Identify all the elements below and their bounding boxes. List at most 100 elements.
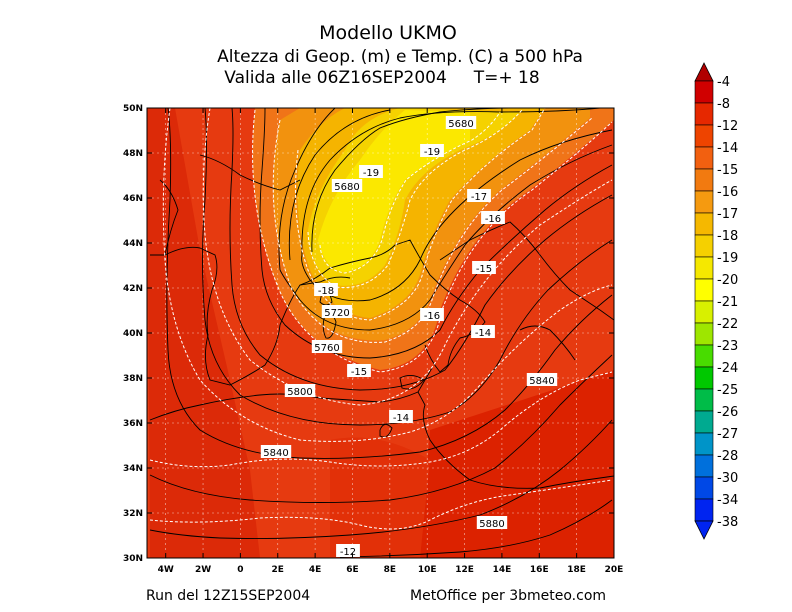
temperature-label: -14 <box>471 325 495 339</box>
temperature-label: -15 <box>472 261 496 275</box>
svg-text:5840: 5840 <box>529 376 554 387</box>
colorbar-swatch <box>694 300 714 324</box>
colorbar-label: -23 <box>717 339 738 354</box>
lat-tick-label: 36N <box>123 419 143 429</box>
temperature-label: -19 <box>359 165 383 179</box>
colorbar-label: -20 <box>717 273 738 288</box>
temperature-contours <box>149 108 613 530</box>
svg-text:-15: -15 <box>476 264 492 275</box>
lon-tick-label: 10E <box>418 565 437 575</box>
colorbar-swatch <box>694 388 714 412</box>
colorbar-label: -14 <box>717 141 738 156</box>
colorbar-label: -4 <box>717 75 730 90</box>
lon-tick-label: 18E <box>567 565 586 575</box>
colorbar-label: -17 <box>717 207 738 222</box>
svg-text:-14: -14 <box>475 328 491 339</box>
colorbar-swatch <box>694 256 714 280</box>
colorbar-label: -24 <box>717 361 738 376</box>
colorbar-label: -26 <box>717 405 738 420</box>
colorbar-swatch <box>694 146 714 170</box>
geopotential-label: 5680 <box>445 116 477 130</box>
svg-text:5760: 5760 <box>314 343 339 354</box>
lat-lon-grid <box>147 108 614 558</box>
lon-tick-label: 0 <box>237 565 243 575</box>
colorbar-label: -28 <box>717 449 738 464</box>
colorbar-swatch <box>694 80 714 104</box>
lon-tick-label: 4W <box>158 565 174 575</box>
geopotential-label: 5880 <box>476 516 508 530</box>
lon-tick-label: 4E <box>309 565 321 575</box>
contour-labels: 5680 5680 5720 5760 5800 5840 5840 5880 -19 -19 -1… <box>260 116 558 558</box>
colorbar-label: -22 <box>717 317 738 332</box>
geopotential-label: 5840 <box>526 373 558 387</box>
temperature-label: -14 <box>389 410 413 424</box>
colorbar-label: -15 <box>717 163 738 178</box>
colorbar-label: -21 <box>717 295 738 310</box>
geopotential-label: 5680 <box>331 179 363 193</box>
colorbar-bottom-arrow <box>694 520 714 540</box>
lat-tick-label: 44N <box>123 239 143 249</box>
colorbar-swatch <box>694 278 714 302</box>
temperature-label: -15 <box>347 364 371 378</box>
colorbar-label: -18 <box>717 229 738 244</box>
temperature-label: -18 <box>314 283 338 297</box>
chart-title: Modello UKMO <box>319 22 457 44</box>
lon-tick-label: 12E <box>455 565 474 575</box>
colorbar-top-arrow <box>694 62 714 82</box>
geopotential-label: 5760 <box>311 340 343 354</box>
lon-tick-label: 8E <box>384 565 396 575</box>
geopotential-label: 5720 <box>321 305 353 319</box>
svg-text:5840: 5840 <box>263 448 288 459</box>
temperature-label: -17 <box>467 189 491 203</box>
colorbar-label: -38 <box>717 515 738 530</box>
svg-text:5800: 5800 <box>287 387 312 398</box>
svg-text:-17: -17 <box>471 192 487 203</box>
colorbar-label: -8 <box>717 97 730 112</box>
lat-tick-label: 48N <box>123 149 143 159</box>
colorbar-swatch <box>694 102 714 126</box>
credit-text: MetOffice per 3bmeteo.com <box>410 588 607 604</box>
coastlines <box>149 154 614 489</box>
lat-tick-label: 46N <box>123 194 143 204</box>
colorbar-swatch <box>694 190 714 214</box>
lon-tick-label: 20E <box>605 565 624 575</box>
validity-line: Valida alle 06Z16SEP2004 T=+ 18 <box>224 68 540 88</box>
svg-text:-16: -16 <box>424 311 440 322</box>
svg-text:-16: -16 <box>485 214 501 225</box>
run-info: Run del 12Z15SEP2004 <box>146 588 311 604</box>
colorbar-label: -27 <box>717 427 738 442</box>
lon-tick-label: 16E <box>530 565 549 575</box>
lat-tick-label: 38N <box>123 374 143 384</box>
colorbar-swatch <box>694 410 714 434</box>
colorbar-swatch <box>694 344 714 368</box>
colorbar-label: -30 <box>717 471 738 486</box>
colorbar-label: -19 <box>717 251 738 266</box>
colorbar-swatch <box>694 454 714 478</box>
lat-tick-label: 32N <box>123 509 143 519</box>
color-scale-bar: -4 -8 -12 -14 -15 -16 -17 -18 -19 -20 -21 -22 -23 -24… <box>694 62 738 540</box>
svg-text:-14: -14 <box>393 413 409 424</box>
lat-tick-label: 40N <box>123 329 143 339</box>
colorbar-label: -34 <box>717 493 738 508</box>
colorbar-swatch <box>694 234 714 258</box>
svg-text:5880: 5880 <box>479 519 504 530</box>
svg-text:-12: -12 <box>340 547 356 558</box>
colorbar-swatch <box>694 322 714 346</box>
colorbar-label: -25 <box>717 383 738 398</box>
colorbar-label: -12 <box>717 119 738 134</box>
colorbar-swatch <box>694 498 714 522</box>
svg-text:5720: 5720 <box>324 308 349 319</box>
lat-tick-label: 42N <box>123 284 143 294</box>
svg-text:-19: -19 <box>363 168 379 179</box>
colorbar-label: -16 <box>717 185 738 200</box>
lat-tick-label: 30N <box>123 554 143 564</box>
svg-text:-18: -18 <box>318 286 334 297</box>
svg-text:5680: 5680 <box>334 182 359 193</box>
colorbar-swatch <box>694 168 714 192</box>
svg-text:-19: -19 <box>424 147 440 158</box>
lon-tick-label: 2W <box>195 565 211 575</box>
temperature-label: -16 <box>481 211 505 225</box>
colorbar-swatch <box>694 212 714 236</box>
temperature-label: -16 <box>420 308 444 322</box>
